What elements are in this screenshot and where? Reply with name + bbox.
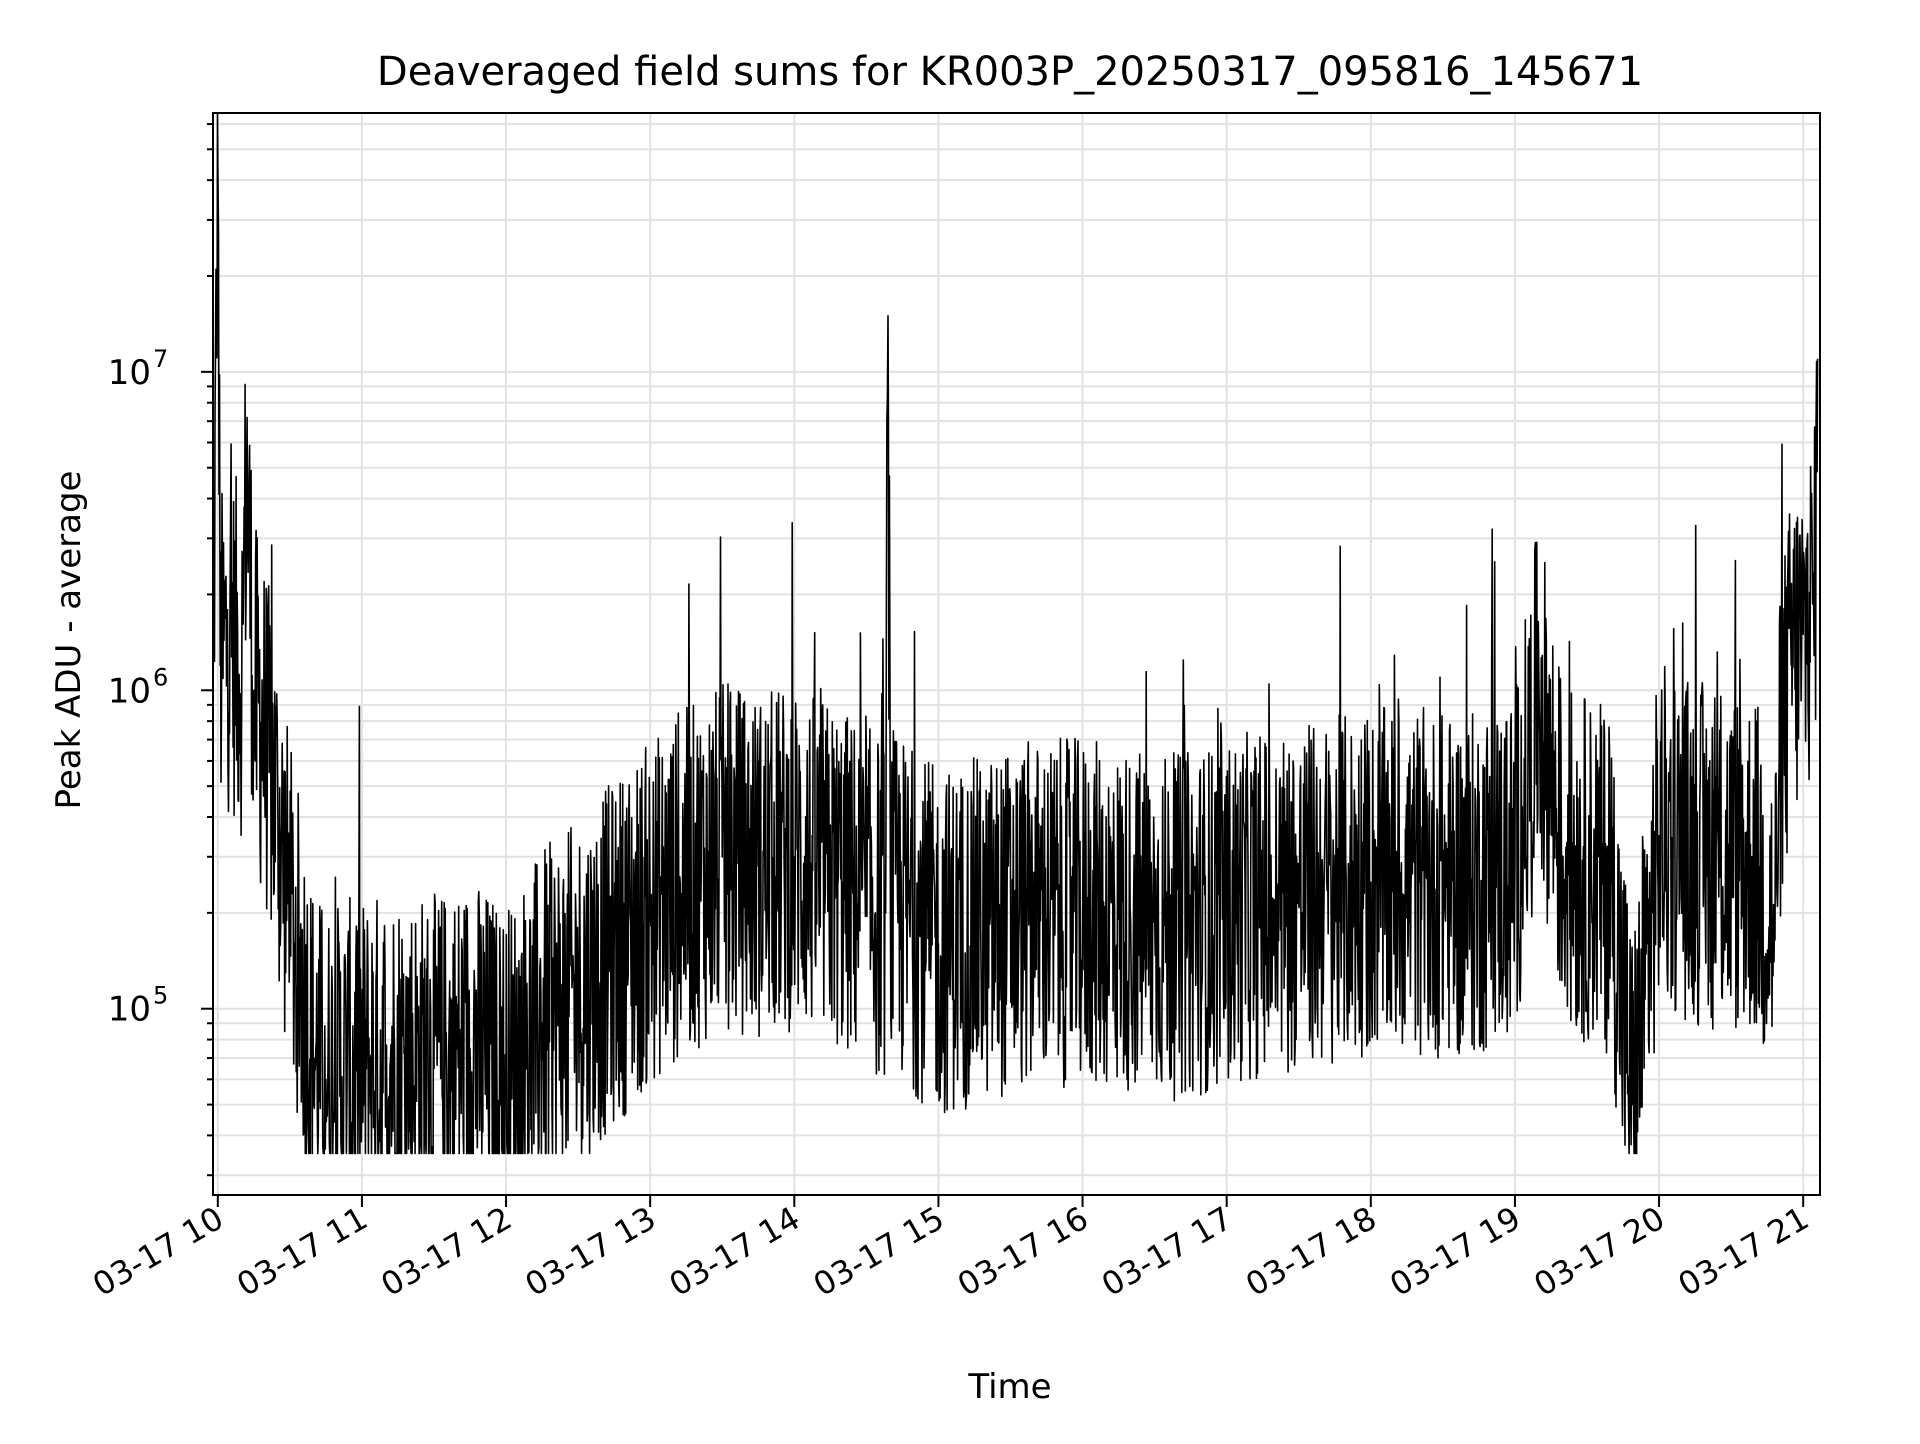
y-tick-label-base: 10: [108, 353, 151, 393]
y-tick-label: 10: [108, 671, 151, 711]
y-tick-label-exponent: 6: [153, 663, 168, 691]
y-axis-label: Peak ADU - average: [49, 471, 89, 810]
y-tick-label: 10: [108, 353, 151, 393]
series-line: [212, 112, 1819, 1155]
x-axis-label: Time: [967, 1367, 1051, 1407]
y-tick-label: 10: [108, 990, 151, 1030]
y-tick-label-base: 10: [108, 990, 151, 1030]
y-tick-label-exponent: 7: [153, 345, 168, 373]
series-layer: [212, 112, 1819, 1155]
chart-title: Deaveraged field sums for KR003P_2025031…: [377, 49, 1643, 95]
plot-frame: [212, 112, 1821, 1196]
y-tick-label-base: 10: [108, 671, 151, 711]
y-tick-label-exponent: 5: [153, 982, 168, 1010]
